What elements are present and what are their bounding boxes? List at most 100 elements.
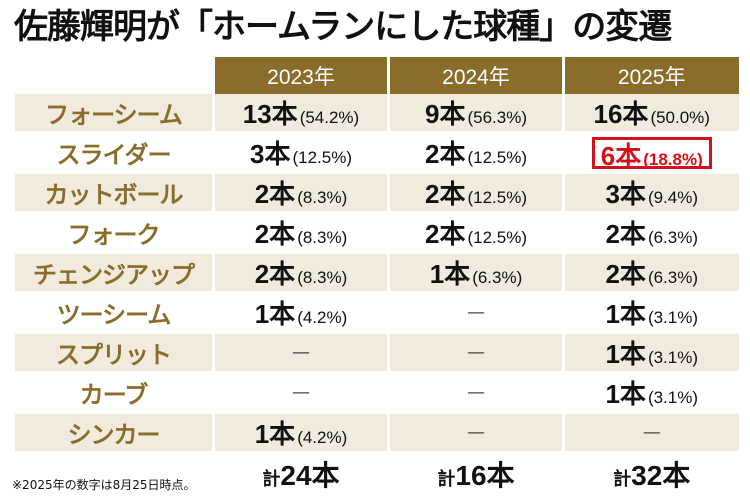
value-group: 3本 (12.5%) xyxy=(250,139,352,169)
pitch-type-label: チェンジアップ xyxy=(12,252,214,294)
homerun-count: 2本 xyxy=(425,219,466,249)
homerun-percent: (6.3%) xyxy=(647,228,699,247)
homerun-percent: (6.3%) xyxy=(472,268,523,287)
total-value: 24本 xyxy=(280,460,340,491)
homerun-count: 13本 xyxy=(242,99,298,129)
value-group: 2本 (8.3%) xyxy=(255,259,348,289)
footnote: ※2025年の数字は8月25日時点。 xyxy=(12,478,196,492)
value-group: 3本 (9.4%) xyxy=(605,179,698,209)
homerun-count: 2本 xyxy=(254,179,296,209)
value-cell: 3本 (9.4%) xyxy=(562,172,739,214)
total-cell: 計24本 xyxy=(212,451,389,497)
table-row: カットボール 2本 (8.3%) 2本 (12.5%) 3本 (9.4%) xyxy=(12,172,739,214)
homerun-count: 3本 xyxy=(250,139,291,169)
pitch-type-label: ツーシーム xyxy=(12,292,214,334)
value-cell: 9本 (56.3%) xyxy=(387,94,564,134)
homerun-percent: (18.8%) xyxy=(643,149,703,169)
value-group: 2本 (6.3%) xyxy=(605,219,699,249)
total-value: 32本 xyxy=(631,460,691,491)
no-value-dash: — xyxy=(467,382,485,403)
pitch-type-label: フォーシーム xyxy=(12,94,214,134)
total-row: 計24本 計16本 計32本 xyxy=(12,451,739,497)
value-cell: 2本 (12.5%) xyxy=(387,132,564,174)
no-value-dash: — xyxy=(642,422,661,443)
homerun-percent: (56.3%) xyxy=(467,108,527,127)
year-header: 2024年 xyxy=(387,57,564,94)
year-header: 2025年 xyxy=(562,57,739,94)
value-cell: 2本 (12.5%) xyxy=(387,212,564,254)
value-group: 2本 (6.3%) xyxy=(605,259,699,289)
homerun-percent: (54.2%) xyxy=(299,108,360,127)
homerun-percent: (12.5%) xyxy=(292,148,352,167)
homerun-count: 1本 xyxy=(605,379,646,409)
table-row: スプリット — — 1本 (3.1%) xyxy=(12,332,739,374)
header-corner xyxy=(13,57,214,94)
value-cell: 2本 (8.3%) xyxy=(212,172,389,214)
pitch-type-label: シンカー xyxy=(12,412,214,454)
value-cell: 1本 (6.3%) xyxy=(387,252,564,294)
homerun-percent: (3.1%) xyxy=(647,348,699,367)
value-cell: — xyxy=(212,332,389,374)
value-group: 1本 (3.1%) xyxy=(605,339,699,369)
table-row: シンカー 1本 (4.2%) — — xyxy=(12,412,739,454)
homerun-count: 16本 xyxy=(593,99,649,129)
no-value-dash: — xyxy=(292,342,310,363)
homerun-percent: (8.3%) xyxy=(297,228,348,247)
page-title: 佐藤輝明が「ホームランにした球種」の変遷 xyxy=(14,7,672,47)
highlight-box: 6本 (18.8%) xyxy=(591,136,712,171)
table-row: フォーク 2本 (8.3%) 2本 (12.5%) 2本 (6.3%) xyxy=(12,212,739,254)
pitch-type-label: スライダー xyxy=(12,132,214,174)
value-group: 1本 (3.1%) xyxy=(605,299,699,329)
homerun-percent: (12.5%) xyxy=(467,228,527,247)
homerun-percent: (12.5%) xyxy=(467,188,527,207)
homerun-percent: (4.2%) xyxy=(297,308,348,327)
homerun-percent: (6.3%) xyxy=(647,268,699,287)
value-cell: 1本 (3.1%) xyxy=(562,372,739,414)
homerun-count: 6本 xyxy=(600,140,642,171)
total-cell: 計32本 xyxy=(562,451,739,497)
homerun-percent: (4.2%) xyxy=(297,428,348,447)
homerun-percent: (3.1%) xyxy=(647,388,699,407)
no-value-dash: — xyxy=(467,422,485,443)
value-group: 2本 (12.5%) xyxy=(425,219,527,249)
pitch-type-label: フォーク xyxy=(12,212,214,254)
value-cell: 1本 (3.1%) xyxy=(562,292,739,334)
value-cell: 2本 (6.3%) xyxy=(562,212,739,254)
homerun-count: 9本 xyxy=(425,99,466,129)
value-cell: 2本 (8.3%) xyxy=(212,212,389,254)
homerun-count: 2本 xyxy=(425,179,466,209)
table-body: フォーシーム 13本 (54.2%) 9本 (56.3%) 16本 (50.0%) スライダー… xyxy=(12,94,739,497)
value-cell: 2本 (6.3%) xyxy=(562,252,739,294)
homerun-count: 1本 xyxy=(605,299,646,329)
pitch-type-label: スプリット xyxy=(12,332,214,374)
total-prefix: 計 xyxy=(613,469,632,490)
value-cell: — xyxy=(387,332,564,374)
value-cell: 2本 (12.5%) xyxy=(387,172,564,214)
pitch-type-table: 2023年 2024年 2025年 フォーシーム 13本 (54.2%) 9本 (56.… xyxy=(12,57,739,497)
value-cell: — xyxy=(212,372,389,414)
total-value: 16本 xyxy=(455,460,515,491)
total-cell: 計16本 xyxy=(387,451,564,497)
pitch-type-label: カーブ xyxy=(12,372,214,414)
value-cell: 3本 (12.5%) xyxy=(212,132,389,174)
homerun-count: 2本 xyxy=(605,219,646,249)
total-prefix: 計 xyxy=(437,469,456,490)
no-value-dash: — xyxy=(467,342,485,363)
table-row: チェンジアップ 2本 (8.3%) 1本 (6.3%) 2本 (6.3%) xyxy=(12,252,739,294)
table-row: フォーシーム 13本 (54.2%) 9本 (56.3%) 16本 (50.0%) xyxy=(12,94,739,134)
value-group: 1本 (4.2%) xyxy=(255,419,348,449)
value-cell: 1本 (3.1%) xyxy=(562,332,739,374)
value-cell: 1本 (4.2%) xyxy=(212,292,389,334)
homerun-count: 1本 xyxy=(254,299,296,329)
value-group: 1本 (3.1%) xyxy=(605,379,699,409)
homerun-percent: (8.3%) xyxy=(297,268,348,287)
homerun-count: 1本 xyxy=(605,339,646,369)
value-cell: 2本 (8.3%) xyxy=(212,252,389,294)
table-row: スライダー 3本 (12.5%) 2本 (12.5%) 6本 (18.8%) xyxy=(12,132,739,174)
homerun-percent: (3.1%) xyxy=(647,308,699,327)
value-group: 2本 (8.3%) xyxy=(255,219,348,249)
value-group: 1本 (4.2%) xyxy=(255,299,348,329)
homerun-count: 1本 xyxy=(429,259,471,289)
no-value-dash: — xyxy=(292,382,310,403)
value-group: 2本 (12.5%) xyxy=(425,139,527,169)
